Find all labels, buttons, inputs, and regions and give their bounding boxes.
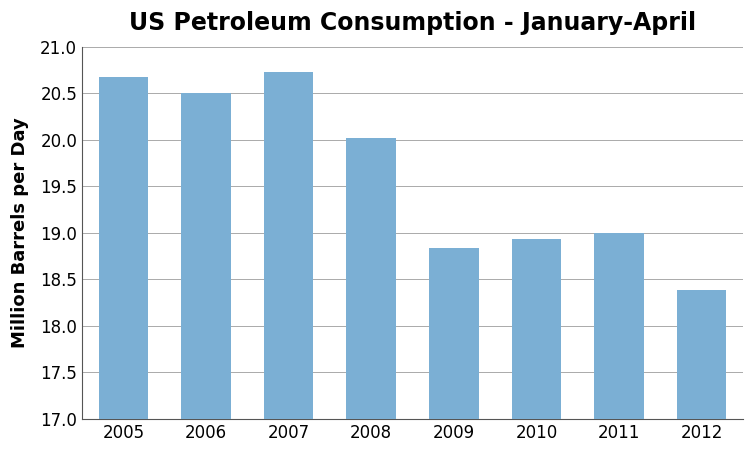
Bar [594, 233, 644, 419]
Bar [512, 240, 561, 419]
Bar [677, 289, 726, 419]
Bar [346, 138, 396, 419]
Y-axis label: Million Barrels per Day: Million Barrels per Day [11, 117, 29, 348]
Bar [429, 248, 479, 419]
Bar [181, 93, 231, 419]
Bar [264, 72, 314, 419]
Title: US Petroleum Consumption - January-April: US Petroleum Consumption - January-April [129, 11, 696, 35]
Bar [99, 77, 149, 419]
